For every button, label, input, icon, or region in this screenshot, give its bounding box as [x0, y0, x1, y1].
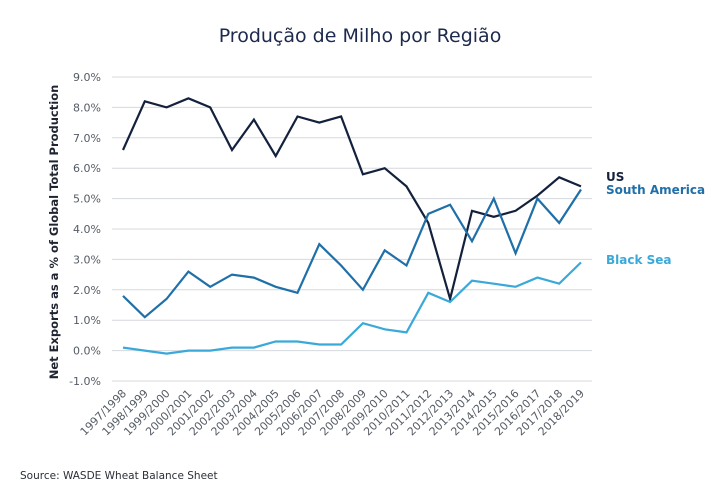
y-tick-label: 3.0%	[73, 253, 101, 266]
y-tick-label: 0.0%	[73, 345, 101, 358]
y-axis-label: Net Exports as a % of Global Total Produ…	[47, 85, 61, 380]
x-axis-ticks: 1997/19981998/19991999/20002000/20012001…	[78, 387, 587, 438]
series-label-black-sea: Black Sea	[606, 253, 672, 267]
y-tick-label: 7.0%	[73, 132, 101, 145]
series-line-south-america	[122, 188, 582, 319]
y-tick-label: 1.0%	[73, 314, 101, 327]
y-tick-label: 4.0%	[73, 223, 101, 236]
series-lines	[121, 97, 582, 355]
y-tick-label: 8.0%	[73, 101, 101, 114]
y-tick-label: 2.0%	[73, 284, 101, 297]
y-tick-label: 9.0%	[73, 71, 101, 84]
grid-lines	[112, 76, 592, 382]
series-label-us: US	[606, 170, 624, 184]
series-line-black-sea	[122, 261, 582, 355]
y-tick-label: 6.0%	[73, 162, 101, 175]
series-label-south-america: South America	[606, 183, 705, 197]
y-axis-ticks: -1.0% 0.0% 1.0% 2.0% 3.0% 4.0% 5.0% 6.0% 7.0% 8.0…	[69, 71, 101, 388]
series-line-us	[121, 97, 582, 304]
source-note: Source: WASDE Wheat Balance Sheet	[20, 470, 218, 482]
y-tick-label: 5.0%	[73, 193, 101, 206]
y-tick-label: -1.0%	[69, 375, 101, 388]
chart-title: Produção de Milho por Região	[219, 25, 502, 47]
